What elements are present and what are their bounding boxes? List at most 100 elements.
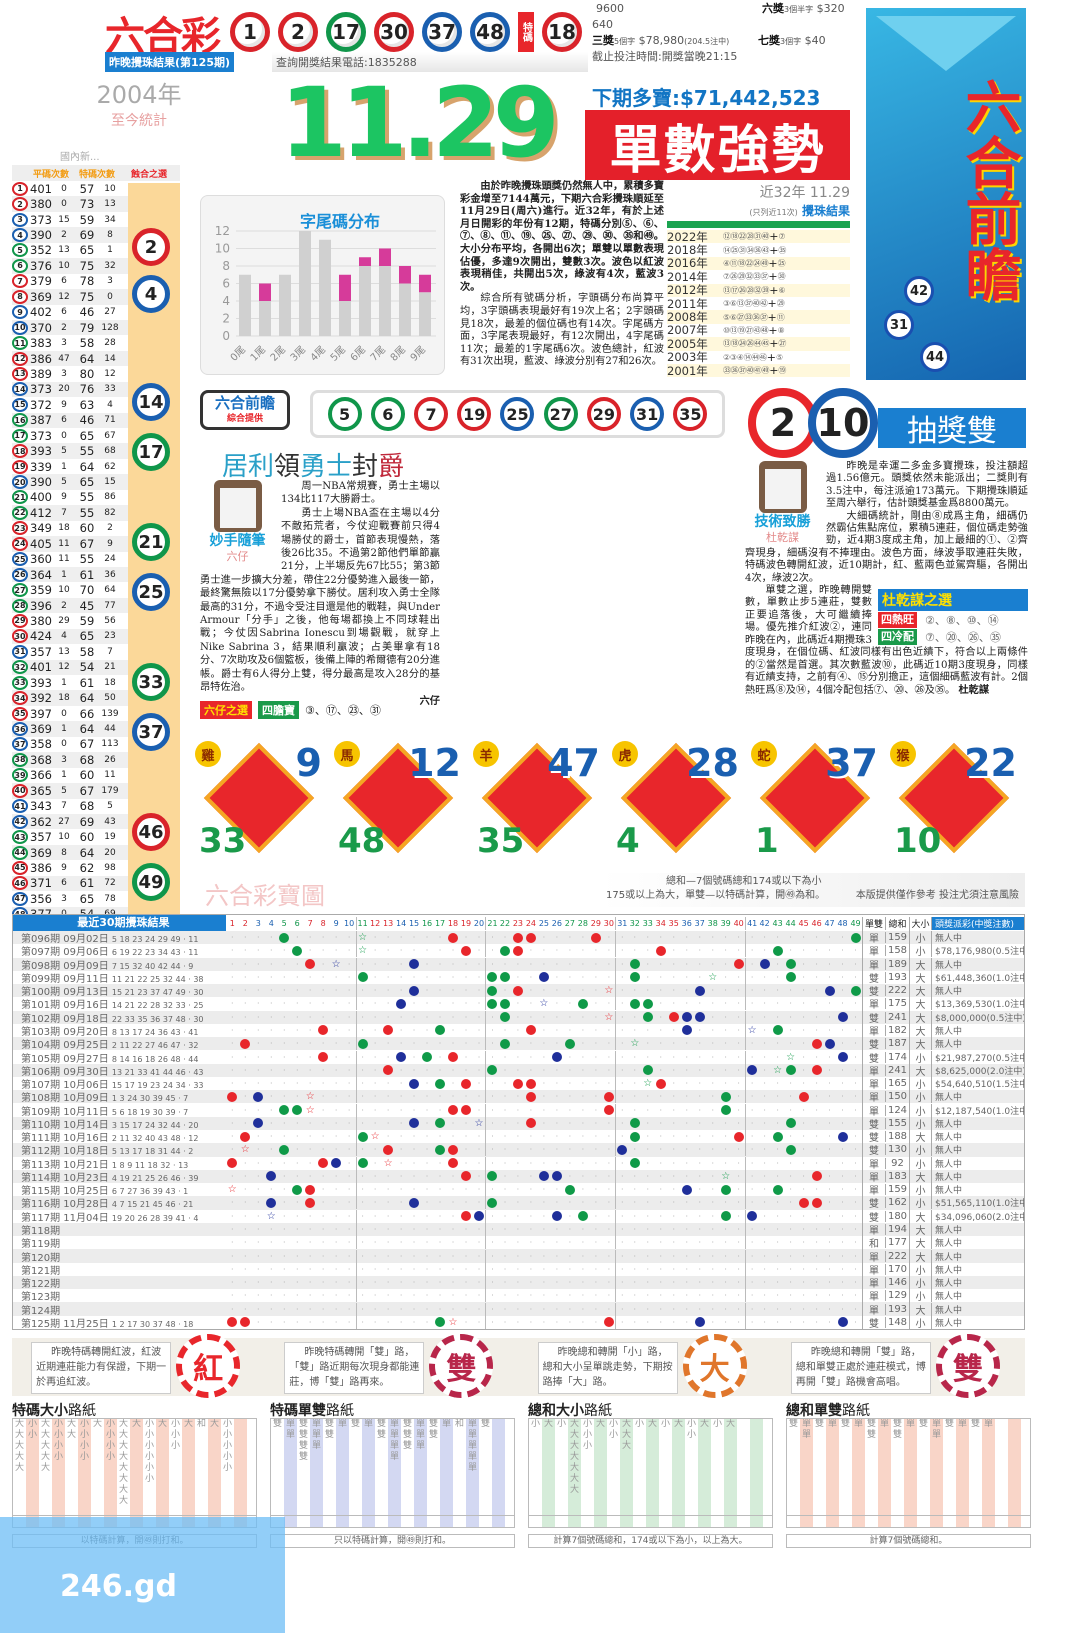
number-cell: · xyxy=(550,1024,563,1037)
number-cell: · xyxy=(550,1196,563,1209)
number-cell: · xyxy=(343,1024,356,1037)
empty-dot: · xyxy=(789,1317,792,1327)
number-cell: · xyxy=(304,1130,317,1143)
number-cell: · xyxy=(278,971,291,984)
empty-dot: · xyxy=(698,1224,701,1234)
number-cell: · xyxy=(589,1011,602,1024)
number-cell: · xyxy=(421,1276,434,1289)
empty-dot: · xyxy=(698,1251,701,1261)
roadmap-column: 小小小 xyxy=(169,1419,182,1515)
number-cell: · xyxy=(641,971,654,984)
draw-period: 第116期 xyxy=(21,1199,61,1211)
special-miss: 1 xyxy=(107,245,113,256)
roadmap-column: 小 xyxy=(659,1419,672,1515)
number-cell: · xyxy=(758,1303,771,1316)
clipboard-icon xyxy=(758,461,807,513)
special-count: 63 xyxy=(79,397,95,412)
number-cell: · xyxy=(576,1011,589,1024)
number-cell: · xyxy=(343,1011,356,1024)
empty-dot: · xyxy=(295,986,299,996)
zodiac-card: 蛇 37 1 xyxy=(751,741,886,866)
history-numbers: ⑤⑥㉗㉝㊱㊲ xyxy=(723,312,768,322)
number-cell xyxy=(641,1011,654,1024)
number-cell: · xyxy=(797,1263,810,1276)
odd-even: 雙 xyxy=(862,1009,885,1025)
number-cell: · xyxy=(810,997,823,1010)
empty-dot: · xyxy=(841,1065,844,1075)
empty-dot: · xyxy=(438,972,442,982)
regular-miss: 7 xyxy=(61,507,67,518)
hit-dot xyxy=(409,959,420,970)
empty-dot: · xyxy=(698,1092,701,1102)
hit-dot xyxy=(499,998,510,1009)
number-cell: · xyxy=(745,1169,758,1183)
draw-date: 09月11日 xyxy=(63,973,109,985)
number-cell xyxy=(524,1024,537,1037)
hit-dot xyxy=(525,1091,536,1102)
empty-dot: · xyxy=(373,1304,377,1314)
payout: 無人中 xyxy=(930,1315,1024,1329)
roadmap-entries: 單 xyxy=(363,1419,373,1429)
number-cell: · xyxy=(849,1024,862,1037)
number-cell: · xyxy=(537,1143,550,1156)
empty-dot: · xyxy=(724,1224,727,1234)
empty-dot: · xyxy=(412,1105,416,1115)
empty-dot: · xyxy=(477,1105,481,1115)
empty-dot: · xyxy=(659,933,663,943)
bar-segment xyxy=(299,231,311,336)
regular-miss: 1 xyxy=(61,461,67,472)
number-cell: · xyxy=(810,931,823,944)
empty-dot: · xyxy=(373,999,377,1009)
empty-dot: · xyxy=(672,946,676,956)
empty-dot: · xyxy=(841,1291,844,1301)
headline-banner: 單數強勢 xyxy=(585,110,850,181)
pick-ball: 33 xyxy=(132,663,170,701)
empty-dot: · xyxy=(477,1198,481,1208)
empty-dot: · xyxy=(425,1132,429,1142)
number-cell: · xyxy=(732,1104,745,1117)
empty-dot: · xyxy=(425,1171,429,1181)
empty-dot: · xyxy=(646,1132,650,1142)
empty-dot: · xyxy=(672,1132,676,1142)
tip-text: 昨晚特碼轉開「雙」路，「雙」路近期每次現身都能連莊，博「雙」路再來。 xyxy=(284,1342,425,1394)
empty-dot: · xyxy=(425,1251,429,1261)
empty-dot: · xyxy=(815,972,818,982)
empty-dot: · xyxy=(763,1132,766,1142)
history-year: 2012年 xyxy=(667,283,708,298)
number-cell: · xyxy=(343,971,356,984)
empty-dot: · xyxy=(802,1304,805,1314)
x-tick-label: 1尾 xyxy=(248,344,268,364)
stats-row: 15 372 9 63 4 xyxy=(12,397,180,412)
number-cell: · xyxy=(369,1210,382,1223)
header-number: 11 xyxy=(355,916,368,930)
number-cell: · xyxy=(511,1024,524,1037)
number-cell: · xyxy=(823,1263,836,1276)
roadmap-title-rest: 路紙 xyxy=(326,1403,354,1419)
stamp-大-icon: 大 xyxy=(682,1334,747,1398)
sum: 222 xyxy=(885,985,909,997)
draw-ball: 1 xyxy=(230,12,270,52)
empty-dot: · xyxy=(334,1052,338,1062)
number-cell: · xyxy=(810,1303,823,1316)
hit-dot xyxy=(629,1158,640,1169)
empty-dot: · xyxy=(633,1052,637,1062)
jackpot: 下期多寶:$71,442,523 xyxy=(592,86,821,110)
number-cell: · xyxy=(732,1236,745,1249)
empty-dot: · xyxy=(776,1317,779,1327)
qianzhan-ball: 19 xyxy=(457,397,492,431)
roadmap-title: 特碼單雙路紙 xyxy=(270,1400,515,1419)
empty-dot: · xyxy=(529,972,533,982)
number-cell: · xyxy=(498,1289,511,1302)
main-article: 由於昨晚攪珠頭獎仍然無人中，累積多寶彩金增至7144萬元，下期六合彩攪珠順延至1… xyxy=(460,180,664,369)
number-cell xyxy=(680,1024,693,1037)
number-cell: · xyxy=(563,1104,576,1117)
empty-dot: · xyxy=(581,959,585,969)
roadmap-entries: 大 xyxy=(673,1419,683,1429)
hit-dot xyxy=(629,972,640,983)
history-year: 2011年 xyxy=(667,296,708,311)
hit-dot xyxy=(694,1317,705,1328)
number-cell: · xyxy=(278,984,291,997)
draw-date: 09月06日 xyxy=(63,947,109,959)
empty-dot: · xyxy=(594,986,598,996)
number-cell: · xyxy=(369,997,382,1010)
